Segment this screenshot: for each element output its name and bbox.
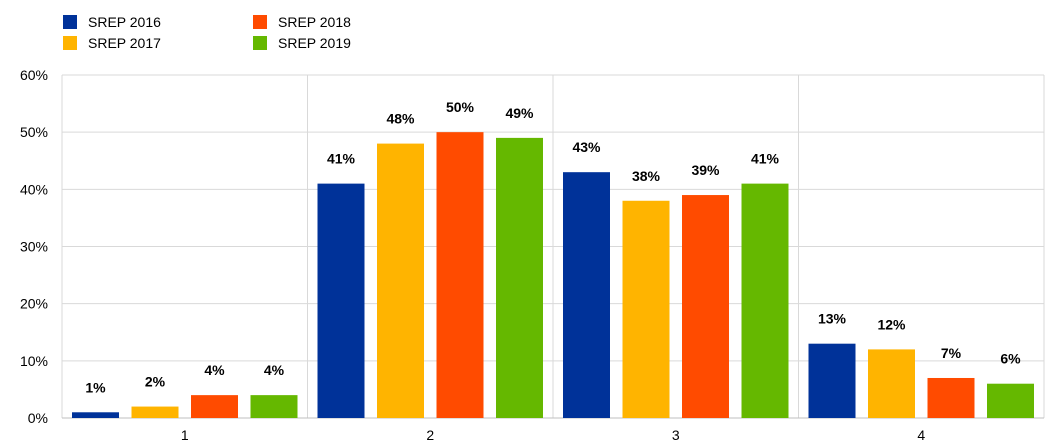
data-label: 38%	[632, 168, 661, 184]
bar	[808, 343, 856, 418]
y-tick-label: 20%	[20, 296, 48, 312]
y-axis: 0% 10% 20% 30% 40% 50% 60%	[20, 67, 48, 426]
bar	[987, 383, 1034, 418]
bar	[868, 349, 915, 418]
data-label: 4%	[264, 362, 285, 378]
data-labels: 1% 2% 4% 4% 41% 48% 50% 49% 43% 38% 39% 41% 13% 12% 7%…	[85, 99, 1021, 395]
y-tick-label: 60%	[20, 67, 48, 83]
legend-label: SREP 2017	[88, 35, 161, 51]
y-tick-label: 10%	[20, 353, 48, 369]
bar	[377, 143, 424, 418]
bar	[622, 200, 670, 418]
x-tick-label: 4	[917, 427, 925, 441]
bar	[563, 172, 610, 418]
bar	[72, 412, 119, 418]
legend-swatch	[253, 15, 267, 29]
data-label: 39%	[691, 162, 720, 178]
y-tick-label: 30%	[20, 239, 48, 255]
y-tick-label: 50%	[20, 124, 48, 140]
x-axis: 1 2 3 4	[181, 427, 926, 441]
data-label: 6%	[1000, 351, 1021, 367]
data-label: 13%	[818, 311, 847, 327]
legend-swatch	[63, 36, 77, 50]
data-label: 43%	[572, 139, 601, 155]
legend-swatch	[63, 15, 77, 29]
data-label: 2%	[145, 374, 166, 390]
data-label: 41%	[327, 151, 356, 167]
data-label: 41%	[751, 151, 780, 167]
bar	[496, 137, 543, 418]
legend-label: SREP 2018	[278, 14, 351, 30]
data-label: 50%	[446, 99, 475, 115]
bar	[131, 406, 179, 418]
legend-label: SREP 2016	[88, 14, 161, 30]
bar	[682, 195, 729, 418]
data-label: 4%	[204, 362, 225, 378]
bar	[436, 132, 484, 418]
bar	[741, 183, 789, 418]
legend-swatch	[253, 36, 267, 50]
y-tick-label: 40%	[20, 181, 48, 197]
data-label: 49%	[505, 105, 534, 121]
bar	[927, 377, 975, 418]
chart-legend: SREP 2016 SREP 2017 SREP 2018 SREP 2019	[63, 14, 351, 51]
y-tick-label: 0%	[28, 410, 48, 426]
x-tick-label: 3	[672, 427, 680, 441]
data-label: 48%	[386, 111, 415, 127]
x-tick-label: 1	[181, 427, 189, 441]
bar	[250, 395, 298, 418]
data-label: 7%	[941, 345, 962, 361]
x-tick-label: 2	[426, 427, 434, 441]
bar	[317, 183, 365, 418]
legend-label: SREP 2019	[278, 35, 351, 51]
chart-bars	[72, 132, 1034, 418]
bar	[191, 395, 238, 418]
data-label: 12%	[877, 316, 906, 332]
data-label: 1%	[85, 379, 106, 395]
